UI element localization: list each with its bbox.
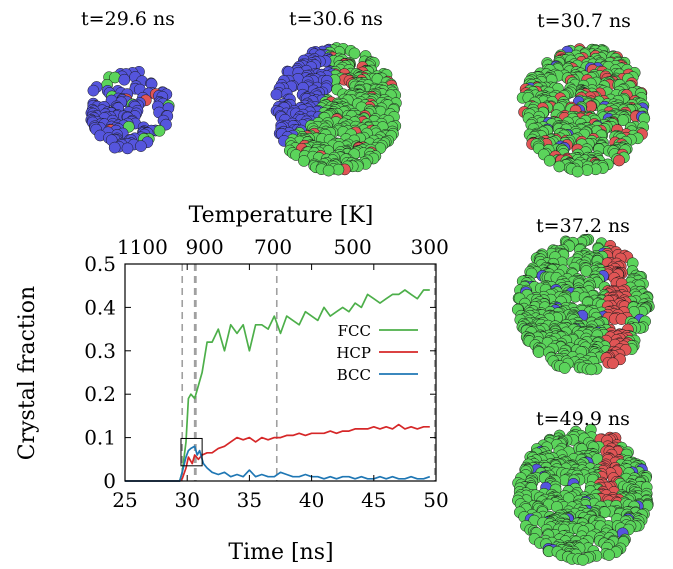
y-tick-label: 0.3 <box>84 339 116 363</box>
top-tick-label: 900 <box>186 235 224 259</box>
y-axis-label: Crystal fraction <box>15 286 40 460</box>
top-tick-label: 1100 <box>117 235 168 259</box>
top-axis-label: Temperature [K] <box>189 203 374 228</box>
atom-cluster <box>516 43 651 178</box>
y-tick-label: 0.4 <box>84 295 116 319</box>
y-tick-label: 0.2 <box>84 382 116 406</box>
legend-label: BCC <box>337 366 371 384</box>
atom-cluster <box>512 423 654 566</box>
top-tick-label: 500 <box>334 235 372 259</box>
time-marker-lines <box>181 264 436 481</box>
atom-cluster <box>270 42 402 177</box>
x-tick-label: 30 <box>174 488 199 512</box>
x-axis-ticks: 25 30 35 40 45 50 <box>112 264 449 512</box>
atom-snapshots <box>85 42 655 566</box>
snapshot-label-3: t=30.7 ns <box>537 10 631 32</box>
top-axis-ticks: 1100 900 700 500 300 <box>117 235 449 259</box>
atom-cluster <box>85 65 175 155</box>
x-tick-label: 35 <box>237 488 262 512</box>
crystal-fraction-plot: 25 30 35 40 45 50 0 0.1 0.2 0.3 0.4 0.5 1100 900 700… <box>15 203 449 565</box>
y-axis-ticks: 0 0.1 0.2 0.3 0.4 0.5 <box>84 252 436 493</box>
x-axis-label: Time [ns] <box>228 540 333 565</box>
legend-label: FCC <box>338 322 371 340</box>
plot-frame <box>124 263 437 482</box>
legend: FCC HCP BCC <box>336 322 418 384</box>
legend-label: HCP <box>336 344 371 362</box>
series-layer <box>125 289 431 482</box>
top-tick-label: 300 <box>411 235 449 259</box>
atom-cluster <box>511 233 655 376</box>
x-tick-label: 45 <box>361 488 386 512</box>
y-tick-label: 0 <box>103 469 116 493</box>
x-tick-label: 40 <box>299 488 324 512</box>
inset-box <box>180 437 203 467</box>
top-tick-label: 700 <box>254 235 292 259</box>
snapshot-label-2: t=30.6 ns <box>289 8 383 30</box>
series-line-bcc <box>125 445 431 482</box>
snapshot-label-5: t=49.9 ns <box>536 408 630 430</box>
snapshot-label-4: t=37.2 ns <box>536 215 630 237</box>
snapshot-label-1: t=29.6 ns <box>81 8 175 30</box>
series-line-fcc <box>125 289 430 482</box>
x-tick-label: 25 <box>112 488 137 512</box>
series-line-hcp <box>125 423 430 482</box>
x-tick-label: 50 <box>423 488 448 512</box>
y-tick-label: 0.1 <box>84 426 116 450</box>
y-tick-label: 0.5 <box>84 252 116 276</box>
